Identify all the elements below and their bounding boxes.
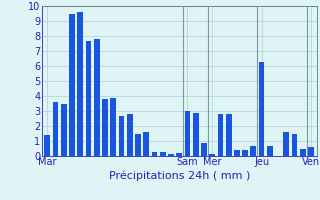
Bar bbox=[86, 40, 92, 156]
Bar bbox=[259, 62, 264, 156]
Bar bbox=[143, 132, 149, 156]
Bar bbox=[292, 134, 297, 156]
Bar bbox=[152, 152, 157, 156]
Bar bbox=[300, 148, 306, 156]
Bar bbox=[69, 14, 75, 156]
Bar bbox=[308, 147, 314, 156]
Bar bbox=[102, 99, 108, 156]
Bar bbox=[119, 116, 124, 156]
Bar bbox=[209, 154, 215, 156]
X-axis label: Précipitations 24h ( mm ): Précipitations 24h ( mm ) bbox=[108, 170, 250, 181]
Bar bbox=[168, 154, 174, 156]
Bar bbox=[201, 142, 207, 156]
Bar bbox=[127, 114, 133, 156]
Bar bbox=[185, 111, 190, 156]
Bar bbox=[242, 150, 248, 156]
Bar bbox=[193, 112, 199, 156]
Bar bbox=[44, 135, 50, 156]
Bar bbox=[160, 152, 166, 156]
Bar bbox=[110, 98, 116, 156]
Bar bbox=[267, 146, 273, 156]
Bar bbox=[218, 114, 223, 156]
Bar bbox=[234, 150, 240, 156]
Bar bbox=[135, 134, 141, 156]
Bar bbox=[251, 146, 256, 156]
Bar bbox=[226, 114, 232, 156]
Bar bbox=[284, 132, 289, 156]
Bar bbox=[94, 39, 100, 156]
Bar bbox=[77, 12, 83, 156]
Bar bbox=[61, 104, 67, 156]
Bar bbox=[176, 153, 182, 156]
Bar bbox=[53, 102, 59, 156]
